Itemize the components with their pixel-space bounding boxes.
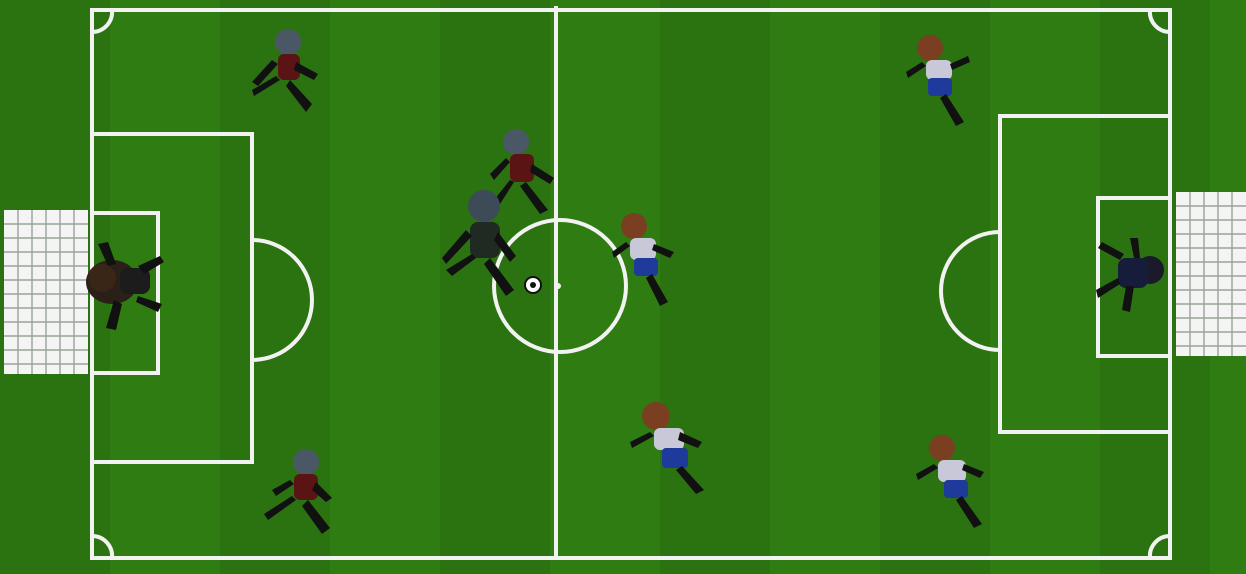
player-away-1[interactable] <box>904 32 976 128</box>
player-away-4[interactable] <box>916 432 988 530</box>
left-penalty-arc <box>251 238 314 362</box>
away-player-sprite <box>906 35 970 126</box>
player-away-2[interactable] <box>612 210 678 308</box>
home-player-sprite <box>252 29 318 112</box>
player-home-1[interactable] <box>250 24 320 114</box>
corner-arc-top-right <box>1147 9 1171 35</box>
away-player-sprite <box>916 435 984 528</box>
home-player-sprite <box>264 449 332 534</box>
goalkeeper-sprite <box>1096 238 1164 312</box>
goalkeeper-sprite <box>86 242 164 330</box>
ball <box>524 276 542 294</box>
home-player-sprite <box>442 190 516 296</box>
right-goal-net <box>1176 192 1246 356</box>
corner-arc-bottom-left <box>91 533 115 559</box>
away-player-sprite <box>630 402 704 494</box>
player-home-3[interactable] <box>440 184 520 296</box>
player-home-4[interactable] <box>262 444 332 534</box>
player-home-gk[interactable] <box>78 238 168 334</box>
corner-arc-top-left <box>91 9 115 35</box>
away-player-sprite <box>612 213 674 306</box>
player-home-2[interactable] <box>488 124 558 214</box>
right-penalty-arc <box>939 230 1001 352</box>
home-player-sprite <box>490 129 554 214</box>
center-spot <box>555 283 561 289</box>
player-away-3[interactable] <box>628 398 708 494</box>
player-away-gk[interactable] <box>1094 236 1170 314</box>
left-goal-net <box>4 210 88 374</box>
right-goal-area <box>1096 196 1172 358</box>
corner-arc-bottom-right <box>1147 533 1171 559</box>
center-circle <box>492 218 628 354</box>
